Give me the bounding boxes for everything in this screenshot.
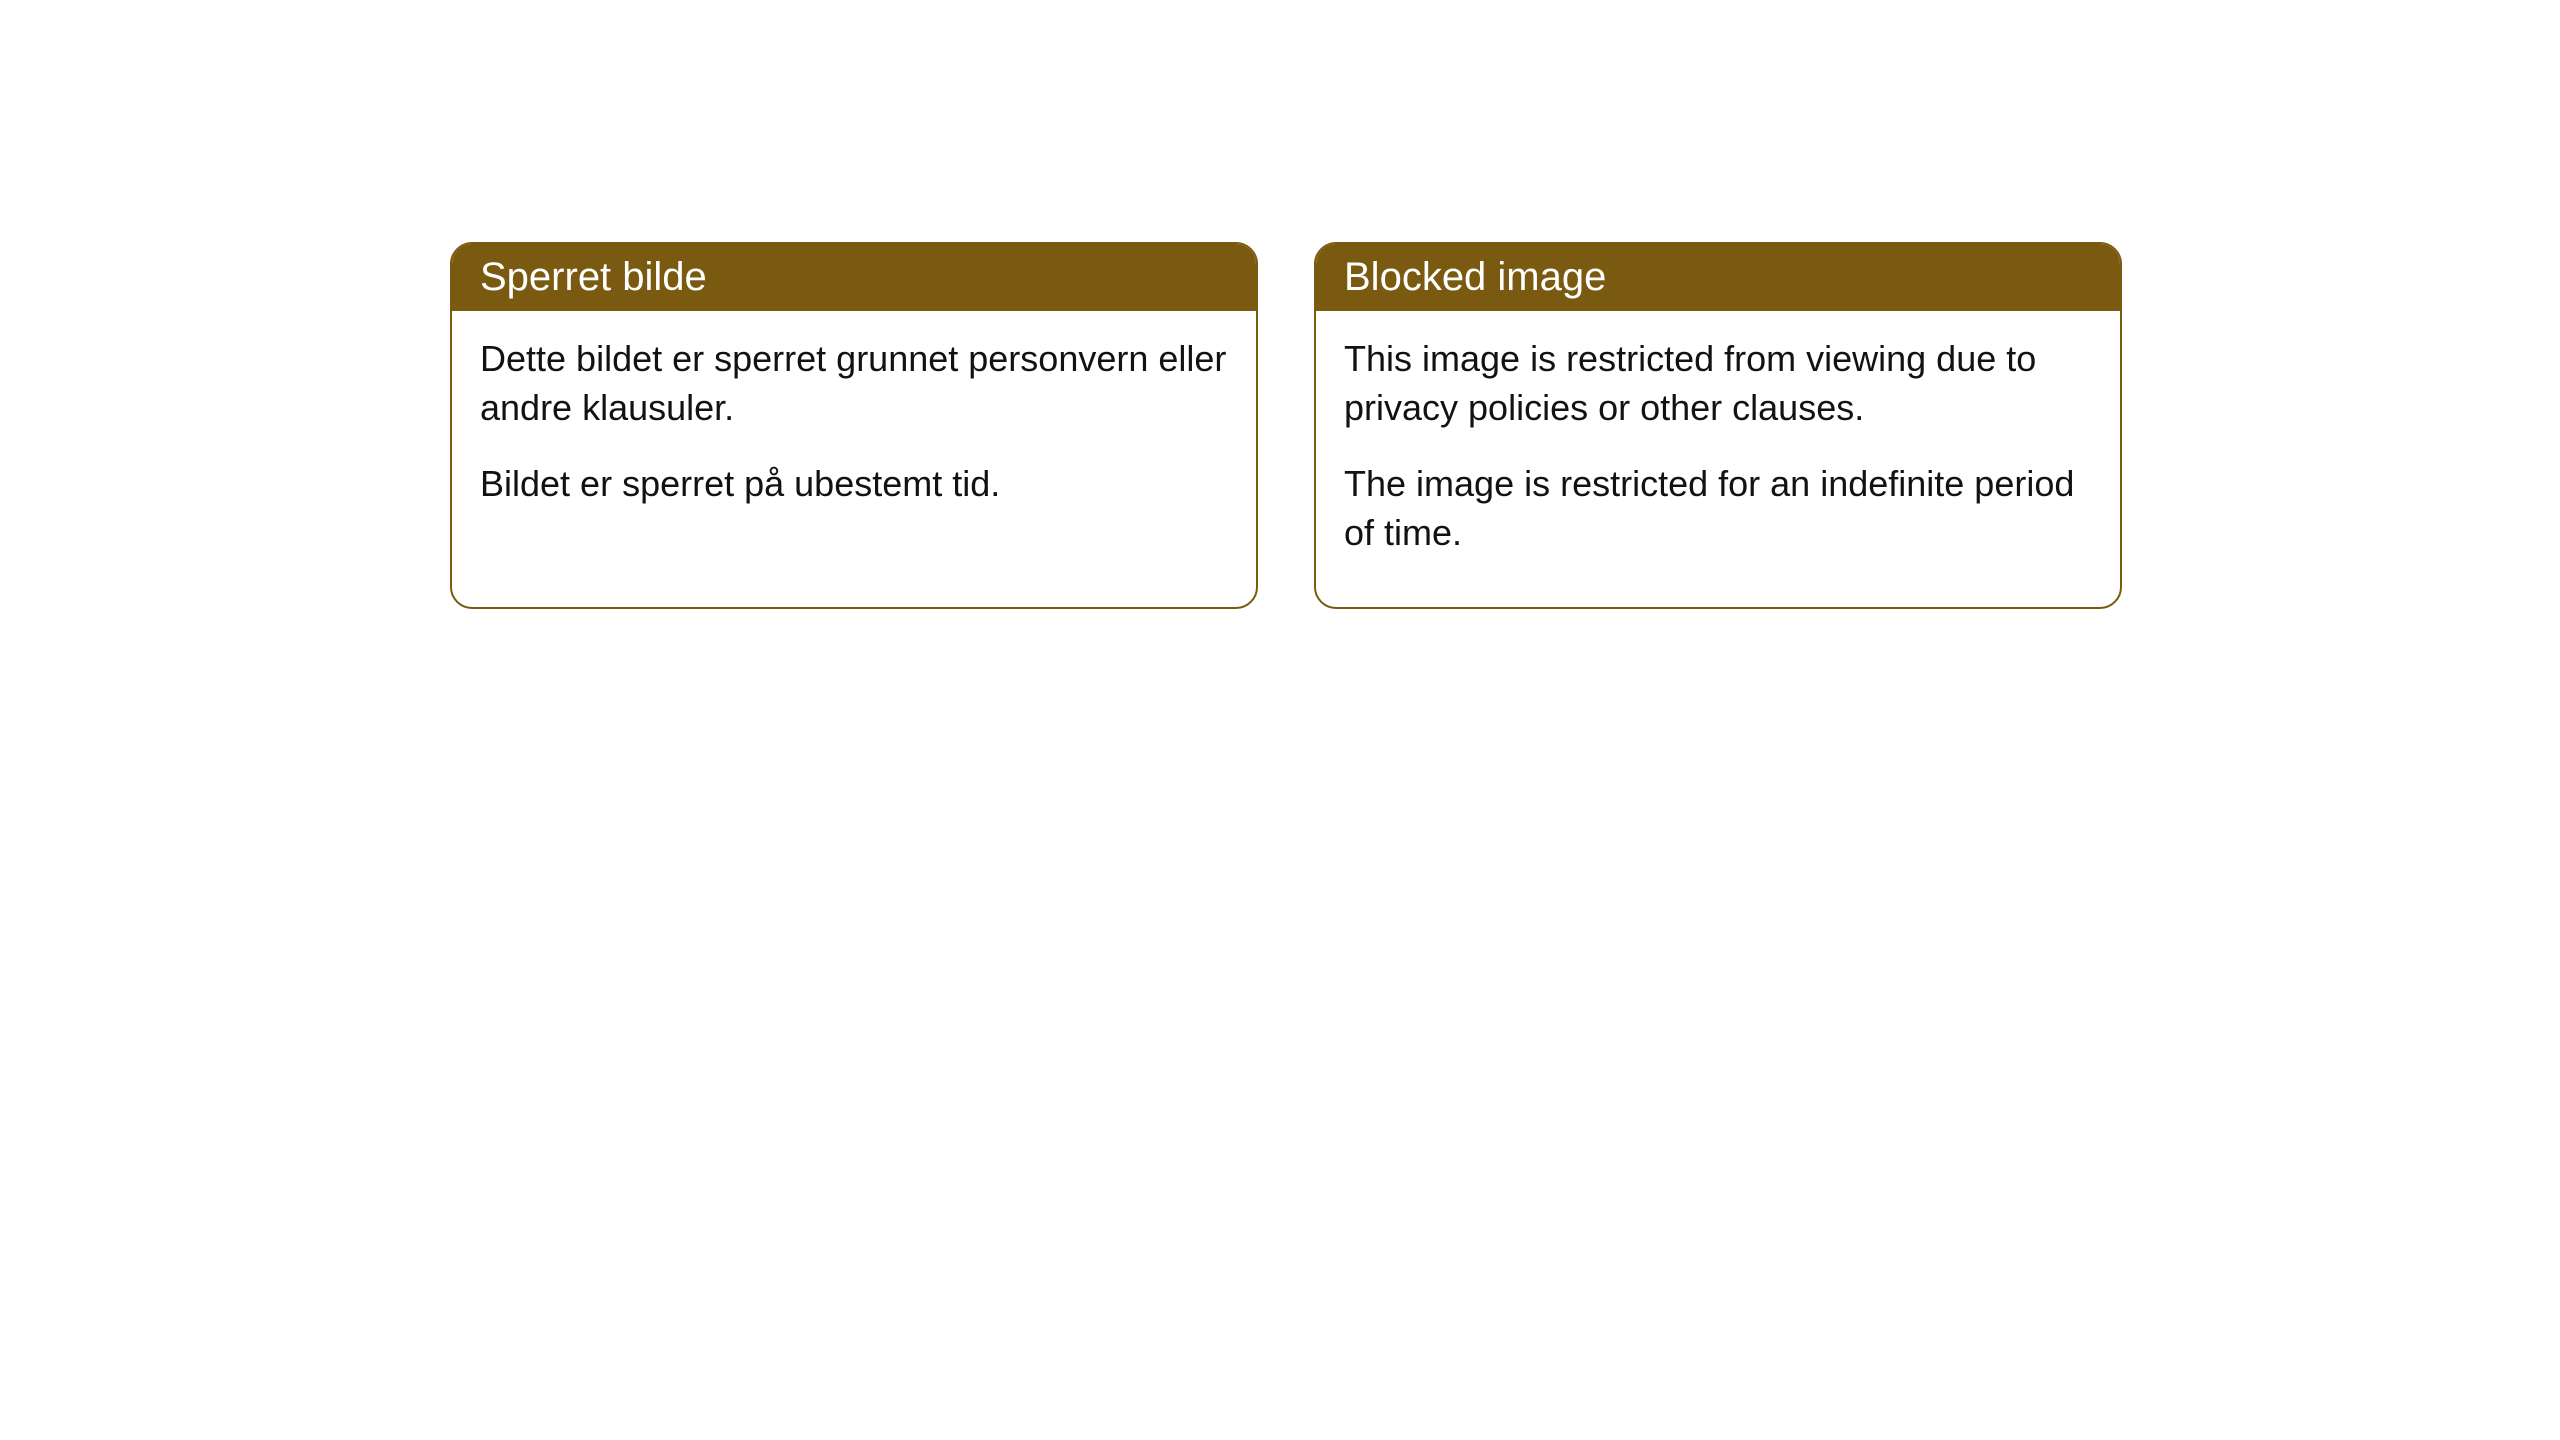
card-header: Blocked image	[1316, 244, 2120, 311]
card-body: This image is restricted from viewing du…	[1316, 311, 2120, 607]
card-paragraph: Bildet er sperret på ubestemt tid.	[480, 460, 1228, 509]
card-paragraph: This image is restricted from viewing du…	[1344, 335, 2092, 432]
notice-card-norwegian: Sperret bilde Dette bildet er sperret gr…	[450, 242, 1258, 609]
card-paragraph: Dette bildet er sperret grunnet personve…	[480, 335, 1228, 432]
card-header: Sperret bilde	[452, 244, 1256, 311]
notice-container: Sperret bilde Dette bildet er sperret gr…	[0, 0, 2560, 609]
card-title: Sperret bilde	[480, 255, 707, 299]
card-paragraph: The image is restricted for an indefinit…	[1344, 460, 2092, 557]
card-title: Blocked image	[1344, 255, 1606, 299]
notice-card-english: Blocked image This image is restricted f…	[1314, 242, 2122, 609]
card-body: Dette bildet er sperret grunnet personve…	[452, 311, 1256, 559]
